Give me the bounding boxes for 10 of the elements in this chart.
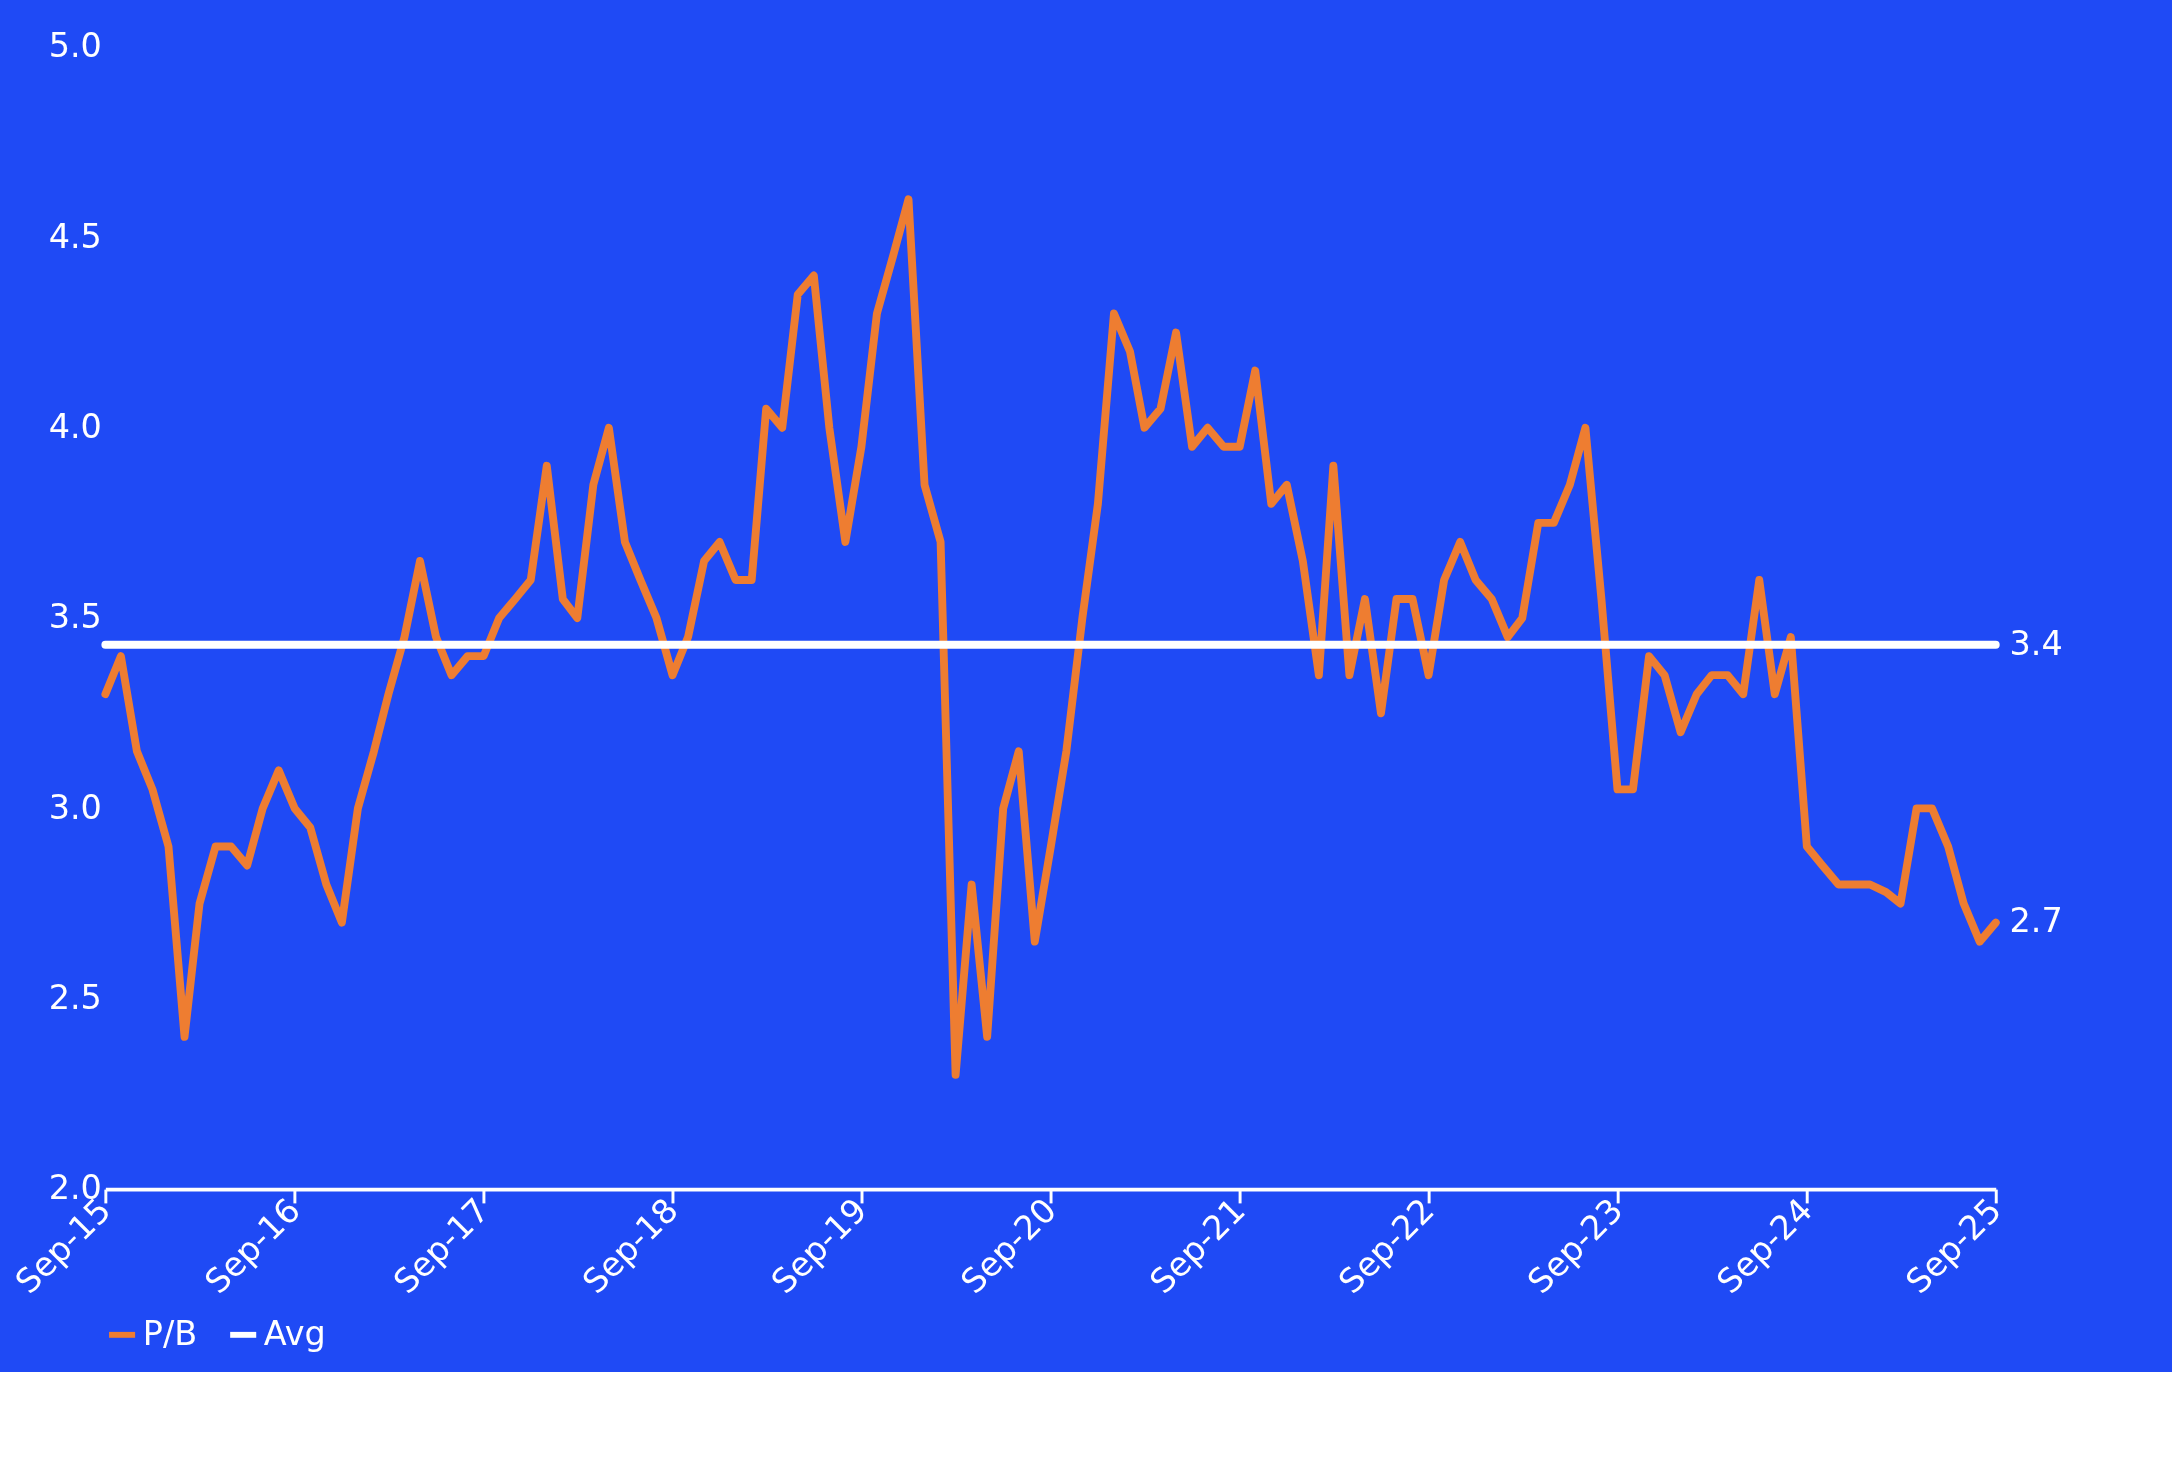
y-tick-label: 2.5 [48, 978, 102, 1018]
y-tick-label: 4.0 [48, 407, 102, 447]
y-tick-label: 4.5 [48, 216, 102, 256]
legend-label: Avg [263, 1313, 326, 1353]
annotation: 3.4 [2009, 623, 2063, 663]
legend-label: P/B [142, 1313, 198, 1353]
y-tick-label: 3.0 [48, 787, 102, 827]
annotation: 2.7 [2009, 901, 2063, 941]
y-tick-label: 5.0 [48, 26, 102, 66]
y-tick-label: 3.5 [48, 597, 102, 637]
